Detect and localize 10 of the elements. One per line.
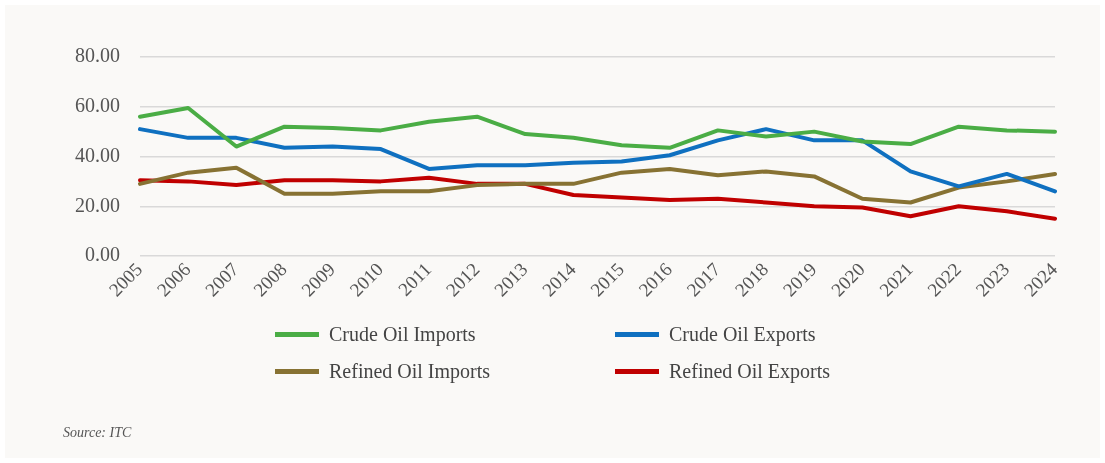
source-note: Source: ITC: [63, 425, 132, 441]
legend-label: Crude Oil Exports: [669, 323, 816, 346]
y-tick-label: 0.00: [85, 243, 120, 266]
legend-label: Refined Oil Imports: [329, 360, 491, 383]
y-tick-label: 60.00: [75, 94, 120, 116]
y-tick-label: 80.00: [75, 44, 120, 67]
y-tick-label: 40.00: [75, 143, 120, 166]
y-tick-label: 20.00: [75, 193, 120, 216]
legend-label: Refined Oil Exports: [669, 360, 831, 383]
legend-label: Crude Oil Imports: [329, 323, 476, 346]
